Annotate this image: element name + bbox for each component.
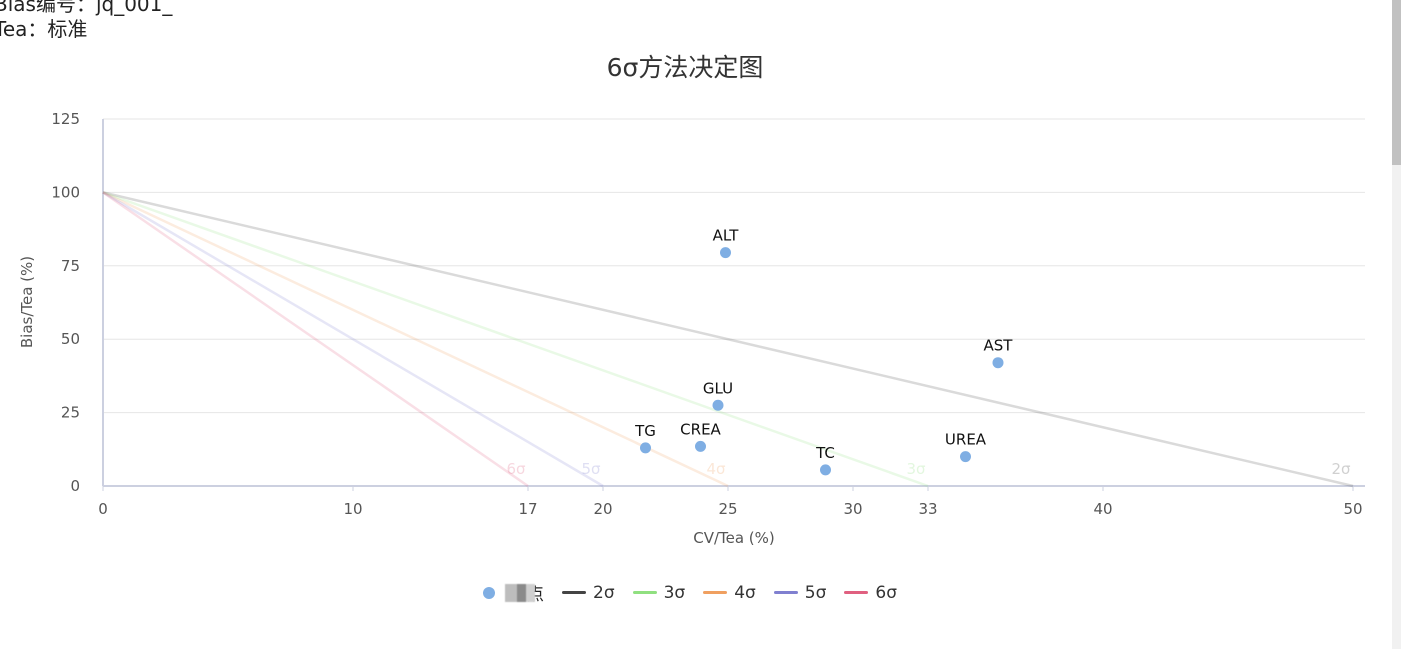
data-point xyxy=(820,464,831,476)
legend-3sigma-label: 3σ xyxy=(663,582,686,603)
tea-info-line: Tea：标准 xyxy=(0,13,87,42)
y-tick-label: 25 xyxy=(61,404,80,422)
bias-value: 编号：jq_001_ xyxy=(35,0,173,16)
legend-points-label-blurred xyxy=(505,583,536,602)
x-axis-title: CV/Tea (%) xyxy=(693,529,775,547)
legend-6sigma-label: 6σ xyxy=(875,582,897,603)
sigma-line-33 xyxy=(102,191,929,488)
legend-4sigma-label: 4σ xyxy=(734,582,756,603)
data-point-label: TG xyxy=(634,422,656,440)
data-point xyxy=(960,451,971,463)
x-tick-label: 17 xyxy=(518,500,537,518)
data-point xyxy=(720,247,731,259)
legend-item-5sigma[interactable]: 5σ xyxy=(773,582,827,603)
x-tick-label: 10 xyxy=(343,500,362,518)
data-point-label: TC xyxy=(815,444,835,462)
legend-item-6sigma[interactable]: 6σ xyxy=(844,583,897,603)
y-tick-label: 50 xyxy=(61,330,80,348)
sigma-line-label: 4σ xyxy=(706,460,726,478)
legend-item-points[interactable]: 点 xyxy=(483,580,544,605)
data-point xyxy=(640,442,651,454)
page-scrollbar[interactable] xyxy=(1392,0,1401,649)
legend-4sigma-marker xyxy=(703,591,728,594)
data-point xyxy=(712,399,724,411)
y-tick-label: 0 xyxy=(70,477,80,495)
sigma-line-label: 6σ xyxy=(506,460,526,478)
x-tick-label: 30 xyxy=(843,500,862,518)
x-tick-label: 20 xyxy=(593,500,612,518)
sigma-line-17 xyxy=(102,191,529,488)
x-tick-label: 50 xyxy=(1343,500,1362,518)
bias-info-line: Bias编号：jq_001_ xyxy=(0,0,172,17)
data-point-label: UREA xyxy=(945,431,987,449)
sigma-line-50 xyxy=(102,191,1354,488)
legend-item-3sigma[interactable]: 3σ xyxy=(632,582,686,603)
x-tick-label: 40 xyxy=(1093,500,1112,518)
chart-legend: 点 2σ 3σ 4σ 5σ 6σ xyxy=(0,580,1380,605)
legend-5sigma-label: 5σ xyxy=(804,582,827,603)
sigma-line-20 xyxy=(102,191,604,488)
legend-item-4sigma[interactable]: 4σ xyxy=(703,583,756,603)
scrollbar-thumb[interactable] xyxy=(1392,0,1401,165)
tea-value: ：标准 xyxy=(27,17,88,41)
y-tick-label: 75 xyxy=(61,257,80,275)
legend-5sigma-marker xyxy=(773,591,798,594)
data-point-label: ALT xyxy=(713,227,740,245)
sigma-line-label: 5σ xyxy=(581,460,601,478)
data-point xyxy=(992,357,1004,369)
legend-2sigma-label: 2σ xyxy=(593,582,615,603)
legend-3sigma-marker xyxy=(632,591,657,594)
y-tick-label: 125 xyxy=(51,110,80,128)
legend-item-2sigma[interactable]: 2σ xyxy=(562,583,615,603)
y-axis-title: Bias/Tea (%) xyxy=(18,256,36,348)
data-point-label: AST xyxy=(984,337,1014,355)
legend-point-marker xyxy=(483,586,496,599)
y-tick-label: 100 xyxy=(51,183,80,201)
legend-6sigma-marker xyxy=(844,591,869,594)
sigma-line-25 xyxy=(102,191,729,488)
legend-2sigma-marker xyxy=(562,591,587,594)
chart-title: 6σ方法决定图 xyxy=(606,53,764,82)
sigma-line-label: 2σ xyxy=(1331,460,1351,478)
sigma-line-label: 3σ xyxy=(906,460,926,478)
bias-label: Bias xyxy=(0,0,36,16)
sigma-decision-chart: 0 25 50 75 100 125 0 10 17 20 25 30 33 40 50 CV/Tea (%)… xyxy=(18,110,1365,547)
x-tick-label: 33 xyxy=(918,500,937,518)
x-tick-label: 0 xyxy=(98,500,108,518)
data-point-label: CREA xyxy=(680,420,721,438)
data-point-label: GLU xyxy=(703,379,733,397)
data-point xyxy=(695,440,706,452)
x-tick-label: 25 xyxy=(718,500,737,518)
tea-label: Tea xyxy=(0,17,28,41)
